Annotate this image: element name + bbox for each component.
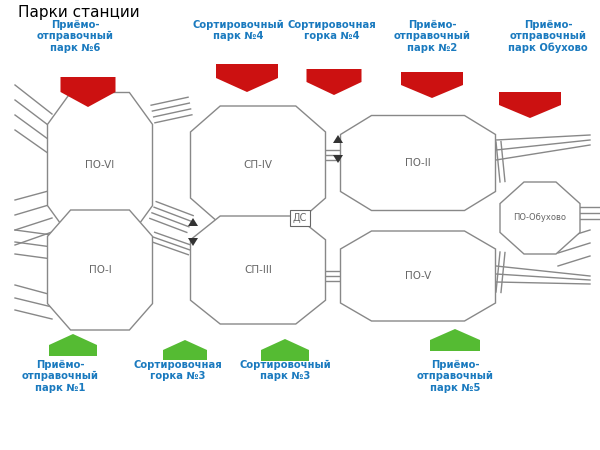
Polygon shape: [341, 116, 496, 211]
Text: СП-IV: СП-IV: [244, 160, 272, 170]
Polygon shape: [188, 238, 198, 246]
Text: ПО-II: ПО-II: [405, 158, 431, 168]
Text: ДС: ДС: [293, 213, 307, 223]
Polygon shape: [191, 216, 325, 324]
Polygon shape: [188, 218, 198, 226]
Polygon shape: [261, 339, 309, 361]
Polygon shape: [500, 182, 580, 254]
Text: Приёмо-
отправочный
парк №5: Приёмо- отправочный парк №5: [416, 360, 493, 392]
Polygon shape: [341, 231, 496, 321]
Polygon shape: [47, 210, 152, 330]
Polygon shape: [61, 77, 115, 107]
Text: Парки станции: Парки станции: [18, 5, 140, 20]
Polygon shape: [401, 72, 463, 98]
Polygon shape: [191, 106, 325, 224]
Text: Сортировочный
парк №4: Сортировочный парк №4: [192, 20, 284, 41]
Text: ПО-Обухово: ПО-Обухово: [514, 213, 566, 222]
Text: ПО-I: ПО-I: [89, 265, 112, 275]
Text: Приёмо-
отправочный
парк №6: Приёмо- отправочный парк №6: [37, 20, 113, 53]
Polygon shape: [430, 329, 480, 351]
Text: Сортировочная
горка №3: Сортировочная горка №3: [134, 360, 223, 381]
Polygon shape: [216, 64, 278, 92]
Text: СП-III: СП-III: [244, 265, 272, 275]
Polygon shape: [499, 92, 561, 118]
Polygon shape: [333, 135, 343, 143]
Text: ПО-V: ПО-V: [405, 271, 431, 281]
Text: Сортировочная
горка №4: Сортировочная горка №4: [287, 20, 376, 41]
Polygon shape: [163, 340, 207, 360]
Polygon shape: [47, 93, 152, 238]
Text: Приёмо-
отправочный
парк №2: Приёмо- отправочный парк №2: [394, 20, 470, 53]
Text: Приёмо-
отправочный
парк №1: Приёмо- отправочный парк №1: [22, 360, 98, 392]
Polygon shape: [49, 334, 97, 356]
Text: ПО-VI: ПО-VI: [85, 160, 115, 170]
Polygon shape: [307, 69, 361, 95]
Text: Приёмо-
отправочный
парк Обухово: Приёмо- отправочный парк Обухово: [508, 20, 588, 53]
Text: Сортировочный
парк №3: Сортировочный парк №3: [239, 360, 331, 381]
Polygon shape: [333, 155, 343, 163]
